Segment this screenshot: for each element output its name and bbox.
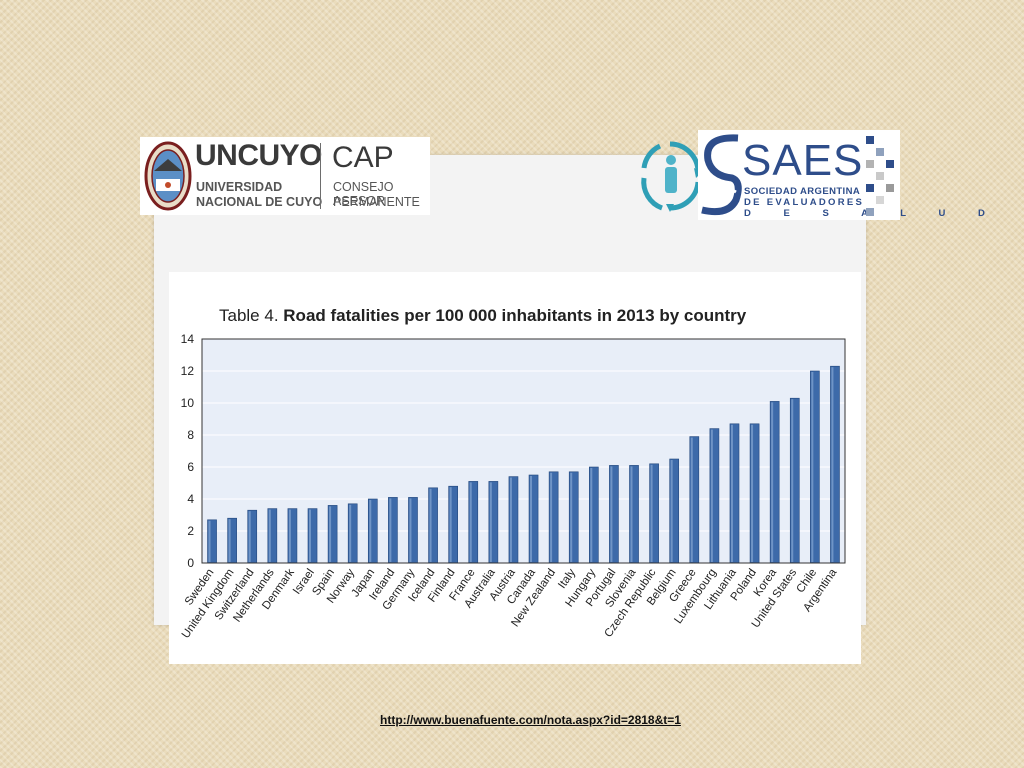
saes-squares-icon	[866, 136, 894, 216]
bar-highlight	[530, 476, 533, 562]
chart-title: Table 4. Road fatalities per 100 000 inh…	[219, 306, 746, 326]
y-tick-label: 10	[181, 396, 195, 410]
uncuyo-subtitle-2: NACIONAL DE CUYO	[196, 195, 323, 209]
bar-highlight	[550, 472, 553, 562]
bar-highlight	[449, 487, 452, 562]
bar-highlight	[389, 498, 392, 562]
bar-highlight	[288, 509, 291, 562]
cap-title: CAP	[332, 141, 394, 174]
saes-subtitle-2: DE EVALUADORES	[744, 197, 865, 208]
bar-highlight	[590, 468, 593, 562]
plot-frame	[201, 338, 846, 564]
saes-title: SAES	[742, 136, 864, 185]
chart-panel: Table 4. Road fatalities per 100 000 inh…	[169, 272, 861, 664]
saes-box: SAES SOCIEDAD ARGENTINA DE EVALUADORES D…	[698, 130, 985, 220]
bar-highlight	[670, 460, 673, 562]
y-tick-label: 8	[187, 428, 194, 442]
cap-subtitle-2: PERMANENTE	[333, 195, 420, 209]
bar-highlight	[831, 367, 834, 562]
bar-highlight	[730, 424, 733, 562]
chart-title-text: Road fatalities per 100 000 inhabitants …	[283, 306, 747, 325]
bar-highlight	[329, 506, 332, 562]
university-seal-icon	[144, 141, 192, 211]
uncuyo-subtitle-1: UNIVERSIDAD	[196, 180, 283, 194]
bar-highlight	[751, 424, 754, 562]
cycle-person-icon	[641, 141, 702, 212]
bar-highlight	[248, 511, 251, 562]
uncuyo-cap-logo: UNCUYO UNIVERSIDAD NACIONAL DE CUYO CAP …	[140, 137, 430, 215]
logo-divider	[320, 143, 321, 209]
bar-highlight	[630, 466, 633, 562]
bar-highlight	[791, 399, 794, 562]
bar-highlight	[268, 509, 271, 562]
bar-highlight	[429, 488, 432, 562]
bar-highlight	[811, 372, 814, 562]
uncuyo-title: UNCUYO	[195, 139, 323, 172]
bar-highlight	[650, 464, 653, 562]
bar-highlight	[771, 402, 774, 562]
bar-highlight	[308, 509, 311, 562]
y-tick-label: 6	[187, 460, 194, 474]
y-tick-label: 2	[187, 524, 194, 538]
bar-highlight	[228, 519, 231, 562]
bar-highlight	[349, 504, 352, 562]
bar-highlight	[570, 472, 573, 562]
bar-highlight	[469, 482, 472, 562]
y-tick-label: 4	[187, 492, 194, 506]
y-tick-label: 14	[181, 332, 195, 346]
bar-highlight	[409, 498, 412, 562]
plot-background	[202, 339, 845, 563]
source-link[interactable]: http://www.buenafuente.com/nota.aspx?id=…	[380, 713, 681, 727]
chart-title-prefix: Table 4.	[219, 306, 279, 325]
saes-subtitle-3: D E S A L U D	[744, 208, 990, 219]
saes-logo: SAES SOCIEDAD ARGENTINA DE EVALUADORES D…	[640, 128, 985, 221]
cap-subtitle-1: CONSEJO ASESOR	[333, 180, 394, 208]
y-tick-label: 0	[187, 556, 194, 570]
saes-subtitle-1: SOCIEDAD ARGENTINA	[744, 186, 861, 197]
y-tick-label: 12	[181, 364, 195, 378]
bar-highlight	[369, 500, 372, 562]
bar-highlight	[208, 520, 211, 562]
bar-highlight	[509, 477, 512, 562]
saes-s-emblem-icon	[701, 134, 742, 216]
bar-highlight	[690, 437, 693, 562]
bar-highlight	[710, 429, 713, 562]
bar-highlight	[489, 482, 492, 562]
bar-highlight	[610, 466, 613, 562]
